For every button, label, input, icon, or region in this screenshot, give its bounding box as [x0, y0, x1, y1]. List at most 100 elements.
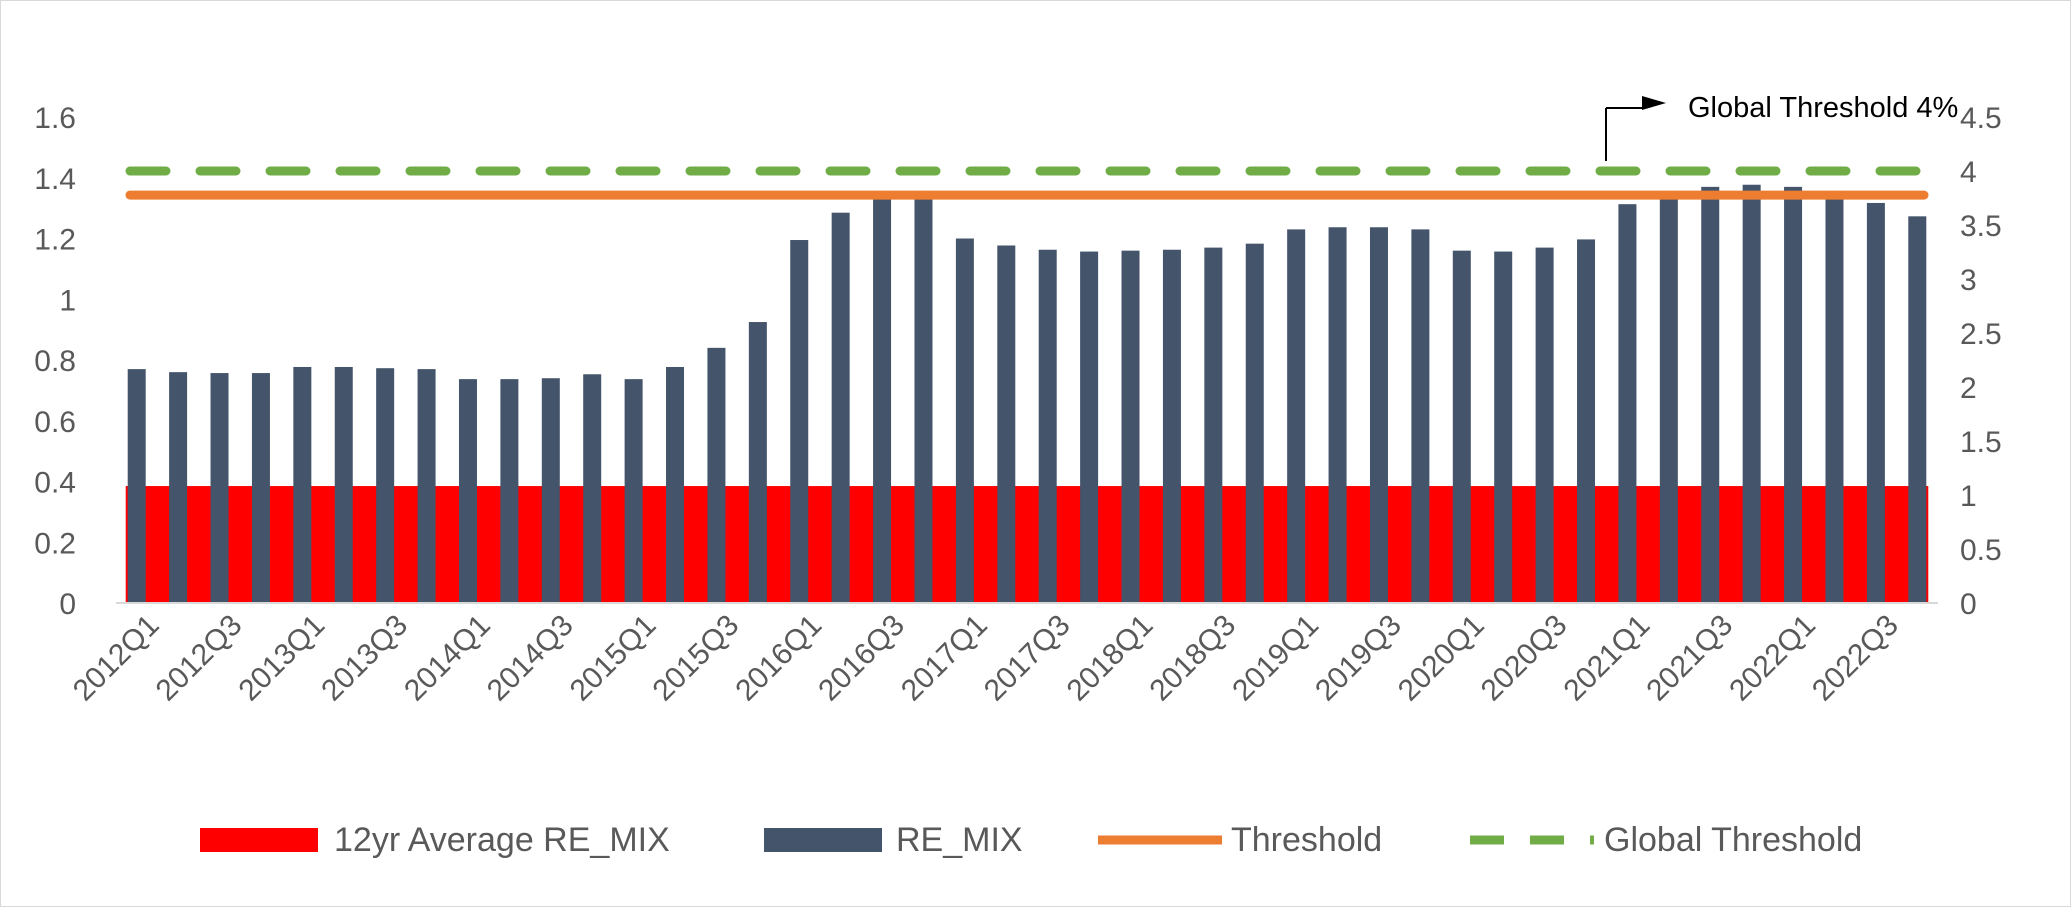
right-axis-tick-label: 1.5	[1960, 426, 2002, 459]
re-mix-bar	[127, 369, 146, 603]
x-axis-tick-label: 2014Q3	[481, 609, 580, 708]
re-mix-bar	[1784, 186, 1803, 604]
re-mix-bar	[831, 212, 850, 603]
re-mix-bar	[1618, 204, 1637, 603]
x-axis-ticks: 2012Q12012Q32013Q12013Q32014Q12014Q32015…	[67, 609, 1905, 708]
re-mix-bar	[1121, 250, 1140, 603]
right-axis-tick-label: 0	[1960, 588, 1977, 621]
right-axis-tick-label: 3.5	[1960, 210, 2002, 243]
re-mix-bar	[1577, 239, 1596, 603]
re-mix-bar	[1411, 229, 1430, 603]
re-mix-bar	[1038, 249, 1057, 603]
re-mix-bar	[1825, 195, 1844, 603]
x-axis-tick-label: 2012Q3	[150, 609, 249, 708]
legend: 12yr Average RE_MIX RE_MIX Threshold Glo…	[200, 821, 1862, 859]
re-mix-bar	[1204, 247, 1223, 604]
x-axis-tick-label: 2013Q3	[315, 609, 414, 708]
x-axis-tick-label: 2016Q3	[812, 609, 911, 708]
x-axis-tick-label: 2014Q1	[398, 609, 497, 708]
re-mix-bar	[1494, 251, 1513, 603]
right-axis-tick-label: 4	[1960, 156, 1977, 189]
legend-label-threshold: Threshold	[1231, 821, 1382, 859]
re-mix-bar	[1908, 216, 1927, 604]
left-axis-tick-label: 0	[59, 588, 76, 621]
left-axis-tick-label: 1.4	[34, 163, 76, 196]
re-mix-bar	[1452, 250, 1471, 603]
left-axis-tick-label: 0.6	[34, 406, 76, 439]
right-axis-ticks: 0 0.5 1 1.5 2 2.5 3 3.5 4 4.5	[1960, 102, 2002, 621]
x-axis-tick-label: 2022Q1	[1723, 609, 1822, 708]
right-axis-tick-label: 0.5	[1960, 534, 2002, 567]
average-area-layer	[125, 486, 1929, 603]
re-mix-bar	[914, 195, 933, 603]
re-mix-bar	[251, 373, 270, 603]
re-mix-bars	[127, 184, 1927, 604]
x-axis-tick-label: 2021Q1	[1558, 609, 1657, 708]
re-mix-bar	[1162, 249, 1181, 603]
re-mix-bar	[997, 245, 1016, 603]
re-mix-bar	[417, 369, 436, 603]
left-axis-tick-label: 1	[59, 284, 76, 317]
re-mix-bar	[583, 374, 602, 603]
re-mix-bar	[873, 195, 892, 603]
re-mix-bar	[790, 240, 809, 604]
left-axis-tick-label: 0.2	[34, 527, 76, 560]
left-axis-ticks: 0 0.2 0.4 0.6 0.8 1 1.2 1.4 1.6	[34, 102, 76, 621]
re-mix-bar	[376, 368, 395, 603]
left-axis-tick-label: 1.2	[34, 224, 76, 257]
re-mix-bar	[748, 322, 767, 603]
x-axis-tick-label: 2020Q1	[1392, 609, 1491, 708]
x-axis-tick-label: 2019Q1	[1226, 609, 1325, 708]
legend-item-threshold: Threshold	[1098, 821, 1382, 859]
legend-item-average: 12yr Average RE_MIX	[200, 821, 670, 859]
x-axis-tick-label: 2016Q1	[729, 609, 828, 708]
legend-swatch-re-mix	[764, 828, 882, 852]
re-mix-bar	[293, 366, 312, 603]
x-axis-tick-label: 2018Q1	[1061, 609, 1160, 708]
legend-item-global-threshold: Global Threshold	[1470, 821, 1862, 859]
re-mix-bar	[1328, 227, 1347, 604]
re-mix-bar	[1245, 243, 1264, 603]
left-axis-tick-label: 0.4	[34, 467, 76, 500]
re-mix-bar	[1369, 227, 1388, 604]
average-area	[125, 486, 1929, 603]
x-axis-tick-label: 2018Q3	[1143, 609, 1242, 708]
left-axis-tick-label: 1.6	[34, 102, 76, 135]
re-mix-bar	[500, 379, 519, 603]
re-mix-bar	[1659, 195, 1678, 603]
re-mix-bar	[666, 366, 685, 603]
legend-label-average: 12yr Average RE_MIX	[334, 821, 670, 859]
re-mix-bar	[1701, 186, 1720, 604]
legend-item-re-mix: RE_MIX	[764, 821, 1023, 859]
x-axis-tick-label: 2015Q3	[647, 609, 746, 708]
re-mix-bar	[624, 379, 643, 603]
legend-label-re-mix: RE_MIX	[896, 821, 1023, 859]
right-axis-tick-label: 2	[1960, 372, 1977, 405]
threshold-lines	[125, 166, 1929, 200]
re-mix-bar	[541, 378, 560, 603]
left-axis-tick-label: 0.8	[34, 345, 76, 378]
re-mix-bar	[458, 379, 477, 603]
re-mix-bar	[1535, 247, 1554, 604]
re-mix-bar	[1287, 229, 1306, 603]
x-axis-tick-label: 2017Q1	[895, 609, 994, 708]
global-threshold-annotation: Global Threshold 4%	[1605, 92, 1958, 161]
x-axis-tick-label: 2020Q3	[1475, 609, 1574, 708]
x-axis-tick-label: 2017Q3	[978, 609, 1077, 708]
x-axis-tick-label: 2021Q3	[1640, 609, 1739, 708]
right-axis-tick-label: 4.5	[1960, 102, 2002, 135]
x-axis-tick-label: 2013Q1	[232, 609, 331, 708]
x-axis-tick-label: 2019Q3	[1309, 609, 1408, 708]
x-axis-tick-label: 2022Q3	[1806, 609, 1905, 708]
annotation-text: Global Threshold 4%	[1688, 92, 1958, 124]
re-mix-bar	[1866, 202, 1885, 603]
re-mix-bar	[169, 372, 188, 603]
x-axis-tick-label: 2015Q1	[564, 609, 663, 708]
x-axis-tick-label: 2012Q1	[67, 609, 166, 708]
right-axis-tick-label: 1	[1960, 480, 1977, 513]
re-mix-bar	[210, 373, 229, 603]
re-mix-bar	[707, 347, 726, 603]
annotation-arrow-head	[1642, 96, 1666, 110]
right-axis-tick-label: 2.5	[1960, 318, 2002, 351]
